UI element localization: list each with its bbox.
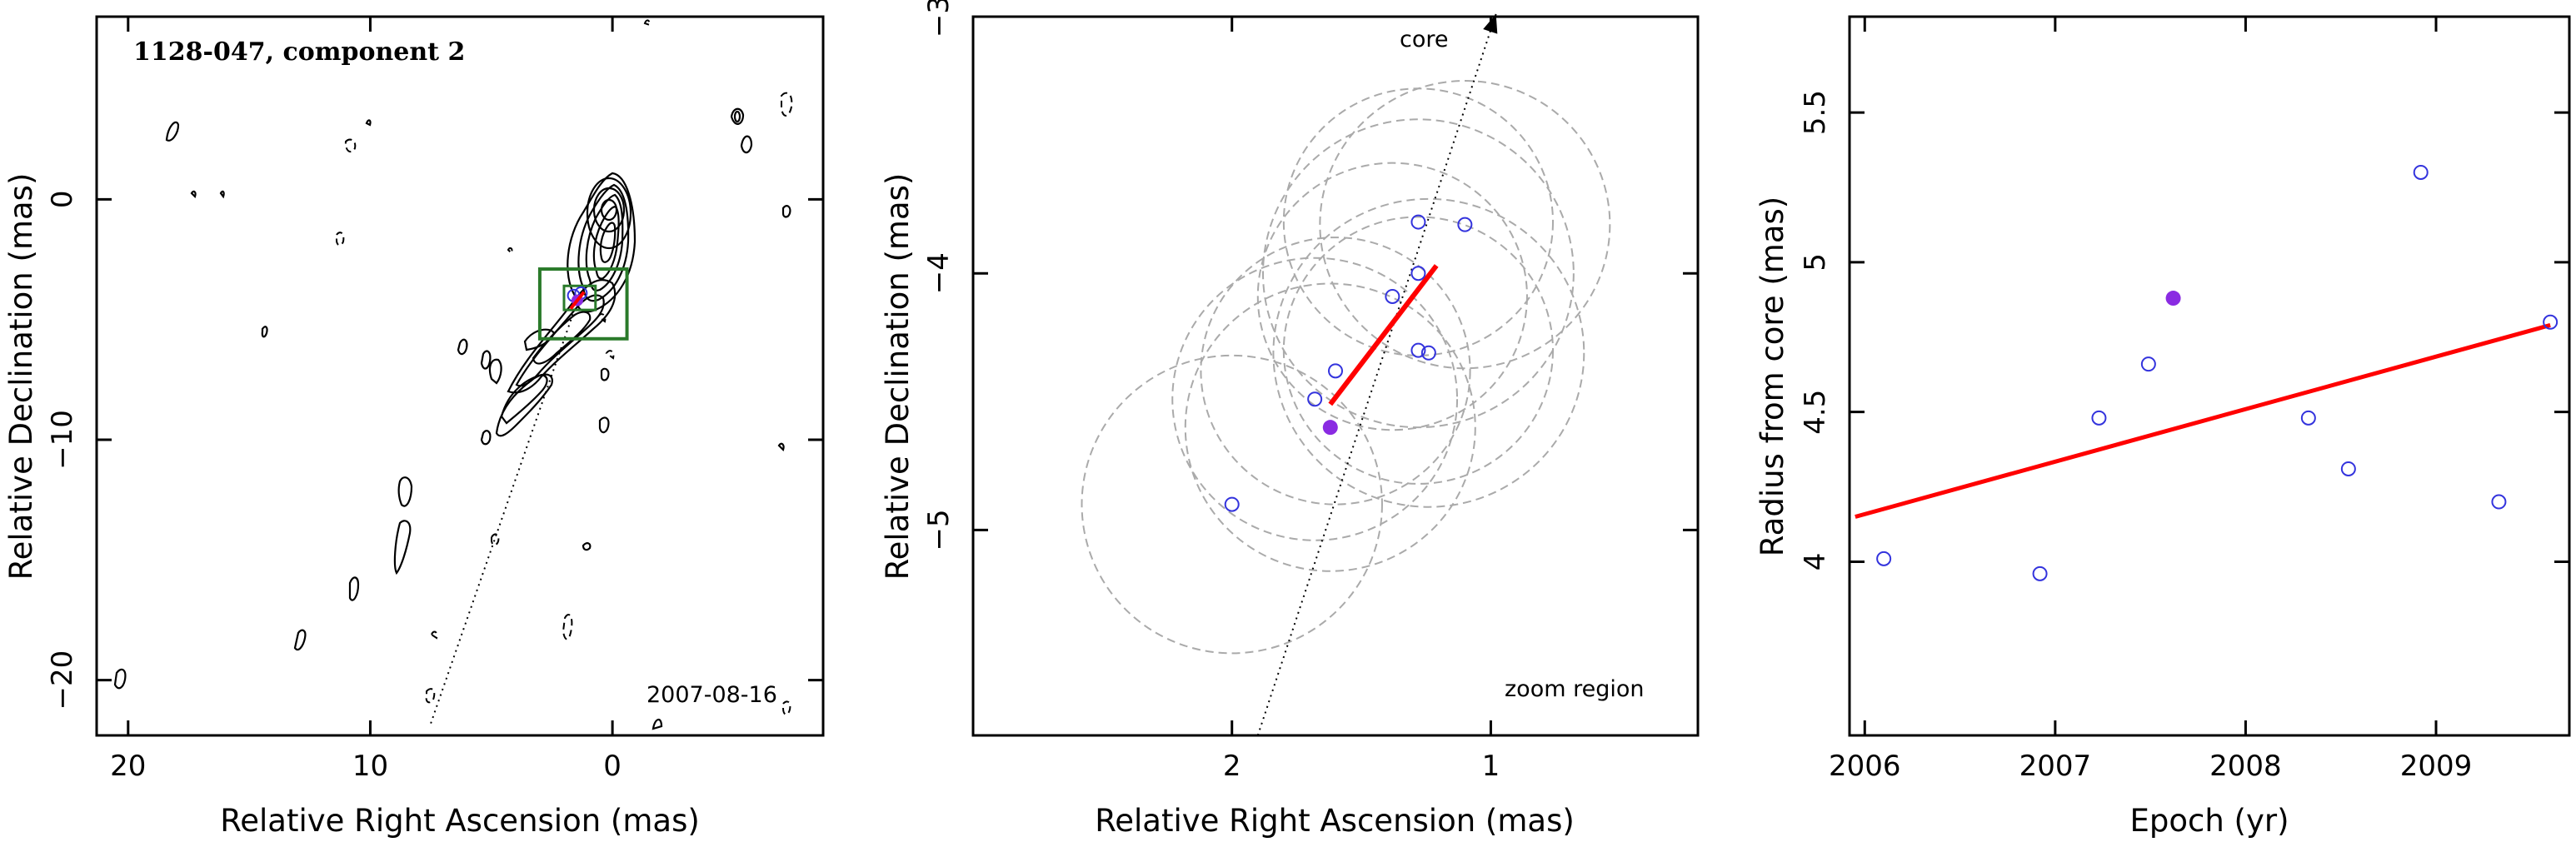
panel1-y-tick-label: −20 bbox=[46, 650, 79, 710]
panel3-y-tick-label: 5 bbox=[1799, 253, 1832, 272]
panel3-y-ticks: 4 4.5 5 5.5 bbox=[1799, 90, 2569, 570]
panel3-x-tick-label: 2006 bbox=[1829, 750, 1901, 783]
panel1-frame bbox=[95, 15, 825, 737]
error-circle bbox=[1256, 162, 1528, 431]
jet-axis-line bbox=[1256, 13, 1497, 736]
error-circle bbox=[1282, 216, 1555, 485]
scatter-point bbox=[2491, 494, 2507, 510]
scatter-point bbox=[2032, 565, 2048, 581]
panel1-x-tick-label: 0 bbox=[603, 750, 622, 783]
component-markers bbox=[567, 286, 588, 310]
scatter-points bbox=[1224, 214, 1473, 512]
scatter-point bbox=[2543, 314, 2559, 330]
panel2-x-tick-label: 2 bbox=[1223, 750, 1241, 783]
panel3-x-tick-label: 2009 bbox=[2400, 750, 2473, 783]
fit-line bbox=[1328, 264, 1439, 406]
error-circle bbox=[1184, 282, 1476, 572]
scatter-point bbox=[2300, 410, 2316, 426]
panel1-x-tick-label: 20 bbox=[110, 750, 146, 783]
error-circle bbox=[1282, 87, 1555, 356]
error-circle bbox=[1262, 118, 1575, 429]
panel2-x-tick-label: 1 bbox=[1482, 750, 1500, 783]
error-circle bbox=[1319, 80, 1611, 370]
scatter-point bbox=[1328, 363, 1343, 379]
panel3-y-tick-label: 4 bbox=[1799, 553, 1832, 571]
zoom-inner-box bbox=[562, 284, 597, 311]
scatter-point bbox=[1307, 391, 1323, 407]
scatter-point bbox=[1420, 345, 1436, 361]
scatter-point bbox=[1224, 496, 1240, 512]
scatter-points bbox=[1876, 164, 2559, 581]
scatter-point bbox=[2140, 356, 2156, 372]
panel3-x-tick-label: 2007 bbox=[2019, 750, 2092, 783]
zoom-region-box bbox=[537, 267, 629, 341]
scatter-point bbox=[2091, 410, 2107, 426]
error-circle bbox=[1272, 197, 1585, 508]
error-circles bbox=[1081, 80, 1611, 655]
panel2-y-tick-label: −3 bbox=[922, 0, 956, 37]
panel3-frame bbox=[1848, 15, 2571, 737]
highlight-point bbox=[1322, 420, 1338, 436]
panel2-y-tick-label: −5 bbox=[922, 509, 956, 551]
zoom-region-label: zoom region bbox=[1505, 676, 1644, 702]
error-circle bbox=[1171, 257, 1459, 541]
fit-line bbox=[1855, 322, 2551, 519]
panel3-x-tick-label: 2008 bbox=[2209, 750, 2282, 783]
panel3-x-ticks: 2006 2007 2008 2009 bbox=[1829, 17, 2472, 783]
panel1-y-label: Relative Declination (mas) bbox=[3, 173, 39, 580]
panel1-y-tick-label: −10 bbox=[46, 410, 79, 470]
scatter-point bbox=[1410, 266, 1426, 282]
scatter-point bbox=[2413, 164, 2429, 180]
panel1-x-tick-label: 10 bbox=[352, 750, 388, 783]
negative-contours bbox=[336, 19, 793, 715]
scatter-point bbox=[1457, 217, 1473, 232]
highlight-point bbox=[2165, 291, 2181, 306]
error-circle bbox=[1081, 354, 1383, 655]
scatter-point bbox=[1410, 214, 1426, 230]
panel1-title: 1128-047, component 2 bbox=[133, 37, 465, 67]
panel2-x-label: Relative Right Ascension (mas) bbox=[1095, 803, 1575, 839]
component-fit-tick bbox=[569, 291, 586, 310]
panel2-frame bbox=[971, 15, 1700, 737]
panel-contour-map: 20 10 0 0 −10 −20 1128-047, component 2 2007… bbox=[3, 15, 825, 839]
panel2-y-tick-label: −4 bbox=[922, 252, 956, 294]
panel2-y-label: Relative Declination (mas) bbox=[880, 173, 916, 580]
scatter-point bbox=[1410, 342, 1426, 358]
scatter-point bbox=[1876, 551, 1892, 566]
core-label: core bbox=[1400, 27, 1448, 52]
contour-map bbox=[113, 107, 791, 730]
panel2-y-ticks: −3 −4 −5 bbox=[922, 0, 1698, 551]
panel1-date-label: 2007-08-16 bbox=[646, 682, 777, 708]
panel1-x-ticks: 20 10 0 bbox=[110, 17, 622, 783]
panel1-y-tick-label: 0 bbox=[46, 191, 79, 209]
panel-radius-epoch: 2006 2007 2008 2009 4 4.5 5 5.5 Epoch (yr) Rad… bbox=[1755, 15, 2571, 839]
panel1-x-label: Relative Right Ascension (mas) bbox=[220, 803, 700, 839]
scatter-point bbox=[1385, 288, 1400, 304]
panel3-y-tick-label: 4.5 bbox=[1799, 390, 1832, 435]
panel3-y-label: Radius from core (mas) bbox=[1755, 197, 1790, 556]
error-circle bbox=[1200, 237, 1471, 506]
scatter-point bbox=[2340, 461, 2356, 476]
panel3-x-label: Epoch (yr) bbox=[2129, 803, 2289, 839]
panel3-y-tick-label: 5.5 bbox=[1799, 90, 1832, 135]
panel1-y-ticks: 0 −10 −20 bbox=[46, 191, 823, 710]
